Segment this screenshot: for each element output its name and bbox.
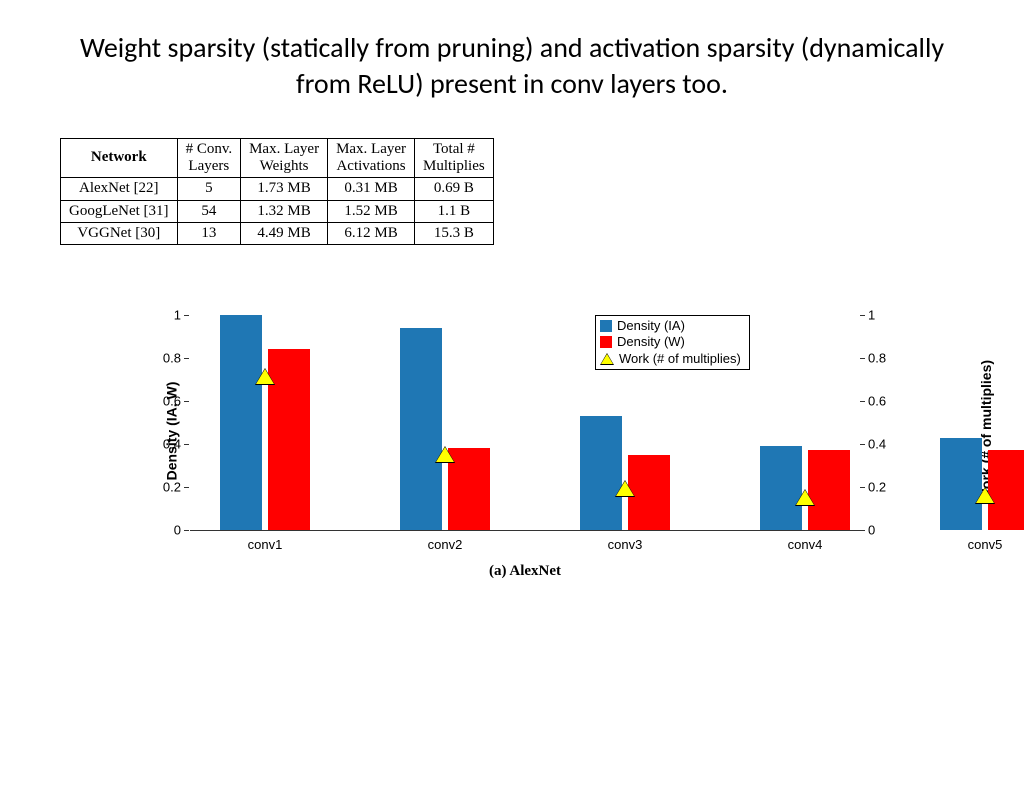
col-max-weights: Max. LayerWeights xyxy=(241,138,328,178)
axis-tick-label: 0 xyxy=(174,523,181,538)
table-row: VGGNet [30]134.49 MB6.12 MB15.3 B xyxy=(61,222,494,244)
x-tick-label: conv5 xyxy=(968,537,1003,552)
table-cell: 0.31 MB xyxy=(328,178,415,200)
alexnet-chart: Density (IA, W) Work (# of multiplies) 0… xyxy=(60,305,964,605)
legend-item: Work (# of multiplies) xyxy=(600,351,741,367)
axis-tick-label: 1 xyxy=(868,308,875,323)
col-total-mults: Total #Multiplies xyxy=(415,138,494,178)
bar-density-ia xyxy=(220,315,262,530)
x-tick-label: conv2 xyxy=(428,537,463,552)
axis-tick-label: 0.8 xyxy=(868,351,886,366)
table-cell: 6.12 MB xyxy=(328,222,415,244)
y-axis-right: 00.20.40.60.81 xyxy=(860,315,900,530)
content: Network # Conv.Layers Max. LayerWeights … xyxy=(0,103,1024,605)
x-tick-label: conv1 xyxy=(248,537,283,552)
table-cell: 1.73 MB xyxy=(241,178,328,200)
x-tick-label: conv4 xyxy=(788,537,823,552)
axis-tick-label: 0.6 xyxy=(868,394,886,409)
legend-item: Density (W) xyxy=(600,334,741,350)
table-cell: 5 xyxy=(177,178,241,200)
axis-tick-label: 0.2 xyxy=(868,480,886,495)
table-cell: 4.49 MB xyxy=(241,222,328,244)
table-cell: 1.32 MB xyxy=(241,200,328,222)
page-title: Weight sparsity (statically from pruning… xyxy=(0,30,1024,103)
bar-density-ia xyxy=(580,416,622,530)
table-cell: 1.1 B xyxy=(415,200,494,222)
table-cell: 1.52 MB xyxy=(328,200,415,222)
col-conv-layers: # Conv.Layers xyxy=(177,138,241,178)
bar-density-ia xyxy=(400,328,442,530)
network-table: Network # Conv.Layers Max. LayerWeights … xyxy=(60,138,494,245)
table-cell: 0.69 B xyxy=(415,178,494,200)
col-max-activations: Max. LayerActivations xyxy=(328,138,415,178)
table-cell: GoogLeNet [31] xyxy=(61,200,178,222)
table-cell: 13 xyxy=(177,222,241,244)
axis-tick-label: 1 xyxy=(174,308,181,323)
axis-tick-label: 0.8 xyxy=(163,351,181,366)
chart-caption: (a) AlexNet xyxy=(190,563,860,580)
axis-tick-label: 0 xyxy=(868,523,875,538)
table-cell: VGGNet [30] xyxy=(61,222,178,244)
table-header-row: Network # Conv.Layers Max. LayerWeights … xyxy=(61,138,494,178)
col-network: Network xyxy=(61,138,178,178)
legend-item: Density (IA) xyxy=(600,318,741,334)
x-tick-label: conv3 xyxy=(608,537,643,552)
table-cell: 15.3 B xyxy=(415,222,494,244)
axis-tick-label: 0.4 xyxy=(868,437,886,452)
table-cell: 54 xyxy=(177,200,241,222)
plot-area: Density (IA)Density (W)Work (# of multip… xyxy=(190,315,860,531)
y-axis-left: 00.20.40.60.81 xyxy=(155,315,189,530)
axis-tick-label: 0.2 xyxy=(163,480,181,495)
table-row: GoogLeNet [31]541.32 MB1.52 MB1.1 B xyxy=(61,200,494,222)
x-axis-labels: conv1conv2conv3conv4conv5 xyxy=(190,537,860,557)
bar-density-ia xyxy=(940,438,982,530)
chart-legend: Density (IA)Density (W)Work (# of multip… xyxy=(595,315,750,370)
axis-tick-label: 0.6 xyxy=(163,394,181,409)
table-cell: AlexNet [22] xyxy=(61,178,178,200)
table-row: AlexNet [22]51.73 MB0.31 MB0.69 B xyxy=(61,178,494,200)
axis-tick-label: 0.4 xyxy=(163,437,181,452)
